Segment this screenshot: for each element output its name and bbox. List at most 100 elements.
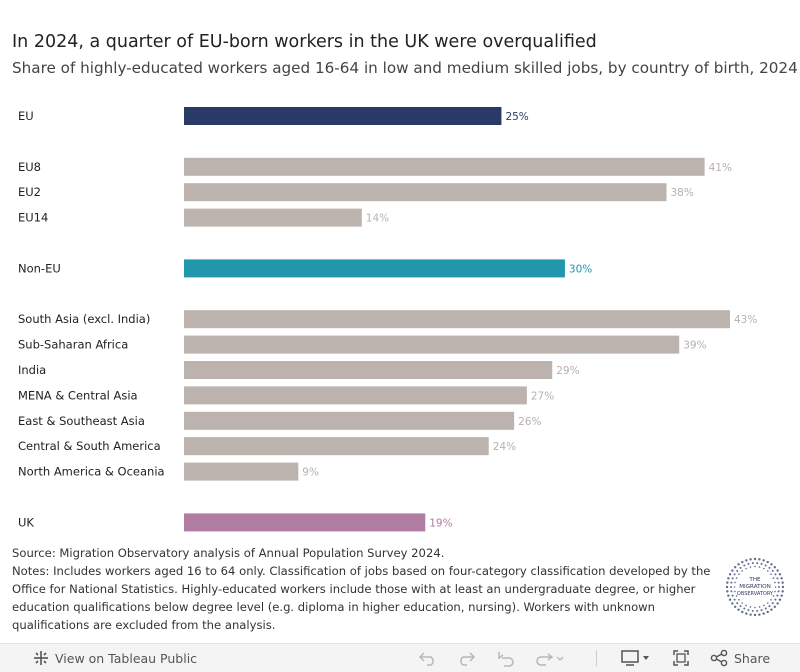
logo-dot <box>762 559 765 562</box>
logo-dot <box>778 573 782 576</box>
logo-dot <box>758 606 761 608</box>
bar[interactable] <box>184 259 565 278</box>
tableau-logo-icon <box>34 651 48 665</box>
logo-dot <box>771 602 774 605</box>
value-label: 27% <box>531 390 554 402</box>
bar[interactable] <box>184 386 527 405</box>
logo-dot <box>771 569 774 572</box>
logo-dot <box>776 602 779 605</box>
logo-dot <box>749 558 752 561</box>
logo-dot <box>780 594 783 597</box>
share-button[interactable]: Share <box>710 648 770 668</box>
logo-text-line1: THE <box>748 577 761 583</box>
logo-dot <box>766 570 769 572</box>
value-label: 39% <box>683 340 706 352</box>
logo-dot <box>781 590 784 593</box>
logo-dot <box>734 590 736 593</box>
bar[interactable] <box>184 335 680 354</box>
logo-dot <box>745 559 748 562</box>
logo-dot <box>731 577 734 580</box>
logo-dot <box>745 567 747 570</box>
logo-dot <box>764 607 767 610</box>
logo-dot <box>760 609 763 612</box>
category-label: Central & South America <box>18 439 161 453</box>
logo-text-line3: OBSERVATORY <box>737 591 774 597</box>
logo-dot <box>747 609 750 612</box>
logo-dot <box>770 598 772 601</box>
logo-dot <box>768 605 771 608</box>
logo-dot <box>774 586 777 588</box>
logo-dot <box>770 608 773 611</box>
logo-dot <box>780 577 783 580</box>
bar[interactable] <box>184 462 299 481</box>
bar[interactable] <box>184 437 489 456</box>
logo-dot <box>749 606 752 608</box>
logo-dot <box>737 608 740 611</box>
view-on-tableau-button[interactable]: View on Tableau Public <box>32 648 197 668</box>
logo-dot <box>774 598 777 601</box>
view-on-tableau-label: View on Tableau Public <box>55 650 198 666</box>
logo-dot <box>749 613 752 616</box>
logo-dot <box>773 566 776 569</box>
logo-dot <box>768 566 771 569</box>
logo-text-line2: MIGRATION <box>739 584 771 590</box>
category-label: EU2 <box>18 185 41 199</box>
logo-dot <box>753 613 757 617</box>
logo-dot <box>762 612 765 615</box>
bar[interactable] <box>184 513 426 532</box>
logo-dot <box>741 570 744 572</box>
logo-dot <box>774 573 777 576</box>
chart-title: In 2024, a quarter of EU-born workers in… <box>12 32 597 52</box>
logo-dot <box>774 581 776 584</box>
value-label: 29% <box>556 365 579 377</box>
logo-dot <box>760 562 763 565</box>
refresh-button[interactable] <box>534 648 564 668</box>
logo-dot <box>781 585 785 589</box>
logo-dot <box>776 577 779 580</box>
logo-dot <box>733 586 736 588</box>
logo-dot <box>776 569 779 572</box>
download-button[interactable] <box>620 648 652 668</box>
value-label: 14% <box>366 213 389 225</box>
value-label: 24% <box>493 441 516 453</box>
logo-dot <box>753 557 757 561</box>
logo-dot <box>731 594 734 597</box>
category-label: MENA & Central Asia <box>18 388 138 402</box>
logo-dot <box>770 573 772 576</box>
bar[interactable] <box>184 183 667 202</box>
logo-dot <box>730 590 733 593</box>
redo-icon <box>460 652 476 666</box>
value-label: 26% <box>518 416 541 428</box>
logo-dot <box>758 566 761 568</box>
migration-observatory-logo: THE MIGRATION OBSERVATORY <box>725 557 785 617</box>
value-label: 38% <box>671 187 694 199</box>
logo-dot <box>735 577 738 579</box>
value-label: 43% <box>734 314 757 326</box>
logo-dot <box>770 563 773 566</box>
bar[interactable] <box>184 208 362 227</box>
fullscreen-button[interactable] <box>672 648 690 668</box>
logo-dot <box>739 566 742 569</box>
redo-button[interactable] <box>456 648 476 668</box>
logo-dots <box>725 557 785 617</box>
download-icon <box>621 650 649 666</box>
undo-button[interactable] <box>418 648 438 668</box>
bar[interactable] <box>184 361 553 379</box>
share-label: Share <box>734 650 771 666</box>
bar[interactable] <box>184 157 705 176</box>
logo-dot <box>734 566 737 569</box>
logo-dot <box>727 577 730 580</box>
revert-button[interactable] <box>496 648 516 668</box>
logo-dot <box>756 609 759 612</box>
logo-dot <box>766 602 769 604</box>
logo-dot <box>766 560 769 564</box>
bar[interactable] <box>184 411 515 430</box>
category-label: Sub-Saharan Africa <box>18 338 128 352</box>
footer-divider <box>596 650 597 666</box>
bar[interactable] <box>184 310 730 329</box>
category-label: India <box>18 363 46 377</box>
logo-dot <box>726 581 729 584</box>
undo-icon <box>418 652 434 666</box>
bar[interactable] <box>184 107 502 125</box>
methodology-note: Notes: Includes workers aged 16 to 64 on… <box>12 564 711 632</box>
